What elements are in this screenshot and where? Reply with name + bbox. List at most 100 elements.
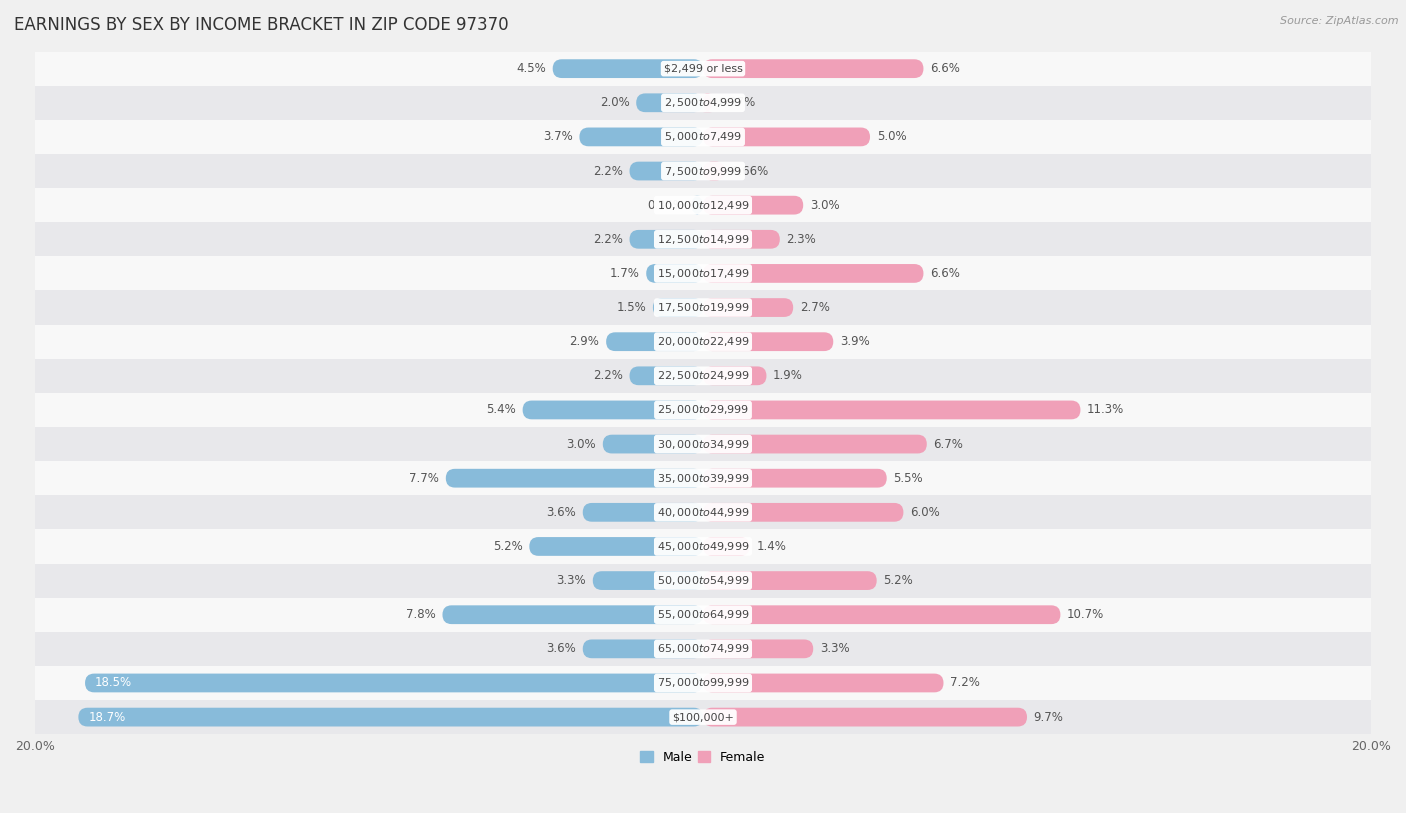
Text: 2.2%: 2.2% (593, 369, 623, 382)
FancyBboxPatch shape (603, 435, 703, 454)
Text: 3.0%: 3.0% (810, 198, 839, 211)
Text: EARNINGS BY SEX BY INCOME BRACKET IN ZIP CODE 97370: EARNINGS BY SEX BY INCOME BRACKET IN ZIP… (14, 16, 509, 34)
FancyBboxPatch shape (703, 264, 924, 283)
Text: 3.3%: 3.3% (557, 574, 586, 587)
FancyBboxPatch shape (79, 708, 703, 727)
FancyBboxPatch shape (703, 708, 1026, 727)
Text: 3.7%: 3.7% (543, 130, 572, 143)
Bar (35, 598, 1371, 632)
FancyBboxPatch shape (703, 401, 1080, 420)
FancyBboxPatch shape (703, 469, 887, 488)
Bar (35, 393, 1371, 427)
FancyBboxPatch shape (703, 674, 943, 693)
Text: 1.9%: 1.9% (773, 369, 803, 382)
Text: 7.7%: 7.7% (409, 472, 439, 485)
Text: 6.6%: 6.6% (931, 62, 960, 75)
Bar (35, 188, 1371, 222)
Text: 5.2%: 5.2% (883, 574, 912, 587)
Bar (35, 290, 1371, 324)
FancyBboxPatch shape (523, 401, 703, 420)
FancyBboxPatch shape (582, 640, 703, 659)
FancyBboxPatch shape (630, 230, 703, 249)
FancyBboxPatch shape (703, 503, 904, 522)
Text: $40,000 to $44,999: $40,000 to $44,999 (657, 506, 749, 519)
Text: $45,000 to $49,999: $45,000 to $49,999 (657, 540, 749, 553)
Text: 4.5%: 4.5% (516, 62, 546, 75)
Text: 1.4%: 1.4% (756, 540, 786, 553)
Bar (35, 427, 1371, 461)
FancyBboxPatch shape (703, 435, 927, 454)
FancyBboxPatch shape (529, 537, 703, 556)
Bar (35, 461, 1371, 495)
Text: 0.27%: 0.27% (718, 96, 756, 109)
Text: 18.7%: 18.7% (89, 711, 125, 724)
FancyBboxPatch shape (582, 503, 703, 522)
Text: 5.0%: 5.0% (877, 130, 907, 143)
Bar (35, 120, 1371, 154)
Bar (35, 222, 1371, 256)
Bar (35, 666, 1371, 700)
FancyBboxPatch shape (647, 264, 703, 283)
FancyBboxPatch shape (703, 128, 870, 146)
Text: 7.2%: 7.2% (950, 676, 980, 689)
Bar (35, 154, 1371, 188)
Bar (35, 256, 1371, 290)
Text: $55,000 to $64,999: $55,000 to $64,999 (657, 608, 749, 621)
Text: $12,500 to $14,999: $12,500 to $14,999 (657, 233, 749, 246)
FancyBboxPatch shape (630, 162, 703, 180)
Text: $5,000 to $7,499: $5,000 to $7,499 (664, 130, 742, 143)
FancyBboxPatch shape (692, 196, 703, 215)
FancyBboxPatch shape (636, 93, 703, 112)
Text: $25,000 to $29,999: $25,000 to $29,999 (657, 403, 749, 416)
Text: 6.7%: 6.7% (934, 437, 963, 450)
FancyBboxPatch shape (606, 333, 703, 351)
Text: 2.3%: 2.3% (786, 233, 817, 246)
Text: 2.0%: 2.0% (600, 96, 630, 109)
Text: $7,500 to $9,999: $7,500 to $9,999 (664, 164, 742, 177)
Legend: Male, Female: Male, Female (636, 746, 770, 769)
FancyBboxPatch shape (593, 572, 703, 590)
Text: $10,000 to $12,499: $10,000 to $12,499 (657, 198, 749, 211)
Text: 2.7%: 2.7% (800, 301, 830, 314)
Bar (35, 51, 1371, 85)
Text: 3.6%: 3.6% (547, 642, 576, 655)
FancyBboxPatch shape (703, 59, 924, 78)
Bar (35, 700, 1371, 734)
Text: $2,500 to $4,999: $2,500 to $4,999 (664, 96, 742, 109)
Text: 18.5%: 18.5% (96, 676, 132, 689)
Text: 1.7%: 1.7% (610, 267, 640, 280)
FancyBboxPatch shape (703, 367, 766, 385)
Text: $75,000 to $99,999: $75,000 to $99,999 (657, 676, 749, 689)
Text: 3.9%: 3.9% (839, 335, 870, 348)
FancyBboxPatch shape (703, 162, 725, 180)
Text: 11.3%: 11.3% (1087, 403, 1125, 416)
Bar (35, 359, 1371, 393)
Text: Source: ZipAtlas.com: Source: ZipAtlas.com (1281, 16, 1399, 26)
FancyBboxPatch shape (446, 469, 703, 488)
Text: 2.2%: 2.2% (593, 233, 623, 246)
FancyBboxPatch shape (579, 128, 703, 146)
Bar (35, 495, 1371, 529)
Text: $2,499 or less: $2,499 or less (664, 63, 742, 74)
Text: $65,000 to $74,999: $65,000 to $74,999 (657, 642, 749, 655)
FancyBboxPatch shape (652, 298, 703, 317)
Bar (35, 324, 1371, 359)
Text: 10.7%: 10.7% (1067, 608, 1104, 621)
FancyBboxPatch shape (703, 606, 1060, 624)
FancyBboxPatch shape (703, 640, 813, 659)
Bar (35, 563, 1371, 598)
Text: 5.2%: 5.2% (494, 540, 523, 553)
Text: 3.6%: 3.6% (547, 506, 576, 519)
FancyBboxPatch shape (703, 537, 749, 556)
FancyBboxPatch shape (703, 333, 834, 351)
Text: 5.5%: 5.5% (893, 472, 922, 485)
Text: 0.66%: 0.66% (731, 164, 769, 177)
Text: $35,000 to $39,999: $35,000 to $39,999 (657, 472, 749, 485)
FancyBboxPatch shape (703, 572, 877, 590)
FancyBboxPatch shape (703, 298, 793, 317)
Text: $15,000 to $17,499: $15,000 to $17,499 (657, 267, 749, 280)
Text: $30,000 to $34,999: $30,000 to $34,999 (657, 437, 749, 450)
FancyBboxPatch shape (443, 606, 703, 624)
Bar (35, 529, 1371, 563)
Text: 2.9%: 2.9% (569, 335, 599, 348)
